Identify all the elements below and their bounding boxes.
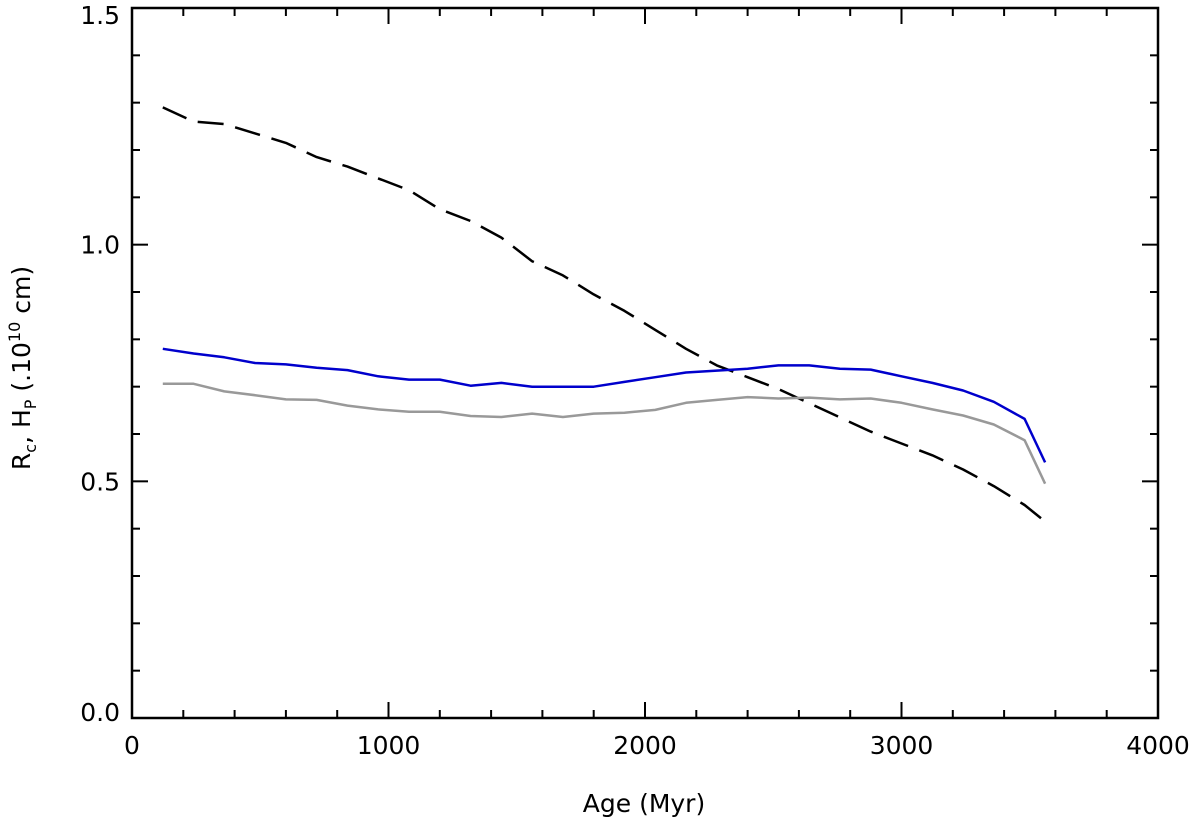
y-label-h: H: [7, 409, 36, 428]
plot-frame: [130, 6, 1160, 720]
y-label-pre: (.10: [7, 342, 36, 399]
data-series: [162, 106, 1047, 523]
y-tick-label: 1.0: [80, 231, 120, 260]
y-label-comma: ,: [7, 428, 36, 444]
y-tick-label: 0.0: [80, 698, 120, 727]
x-axis-label: Age (Myr): [583, 789, 705, 818]
y-label-r: R: [7, 453, 36, 470]
series-line-gray: [162, 382, 1047, 485]
x-tick-label: 2000: [613, 731, 677, 760]
y-axis-label: Rc, HP (.1010 cm): [5, 266, 40, 470]
tick-labels: 0 1000 2000 3000 4000 0.0 0.5 1.0 1.5: [80, 1, 1190, 760]
series-line-blue: [162, 347, 1047, 463]
x-tick-label: 1000: [357, 731, 421, 760]
y-tick-label: 1.5: [80, 1, 120, 30]
x-tick-label: 0: [124, 731, 140, 760]
y-label-p-subscript: P: [21, 399, 40, 409]
y-tick-label: 0.5: [80, 467, 120, 496]
x-tick-label: 3000: [870, 731, 934, 760]
y-label-exponent: 10: [5, 322, 24, 342]
y-label-c-subscript: c: [21, 444, 40, 453]
y-label-post: cm): [7, 266, 36, 322]
series-line-dashed-black: [162, 106, 1046, 523]
x-tick-label: 4000: [1126, 731, 1190, 760]
